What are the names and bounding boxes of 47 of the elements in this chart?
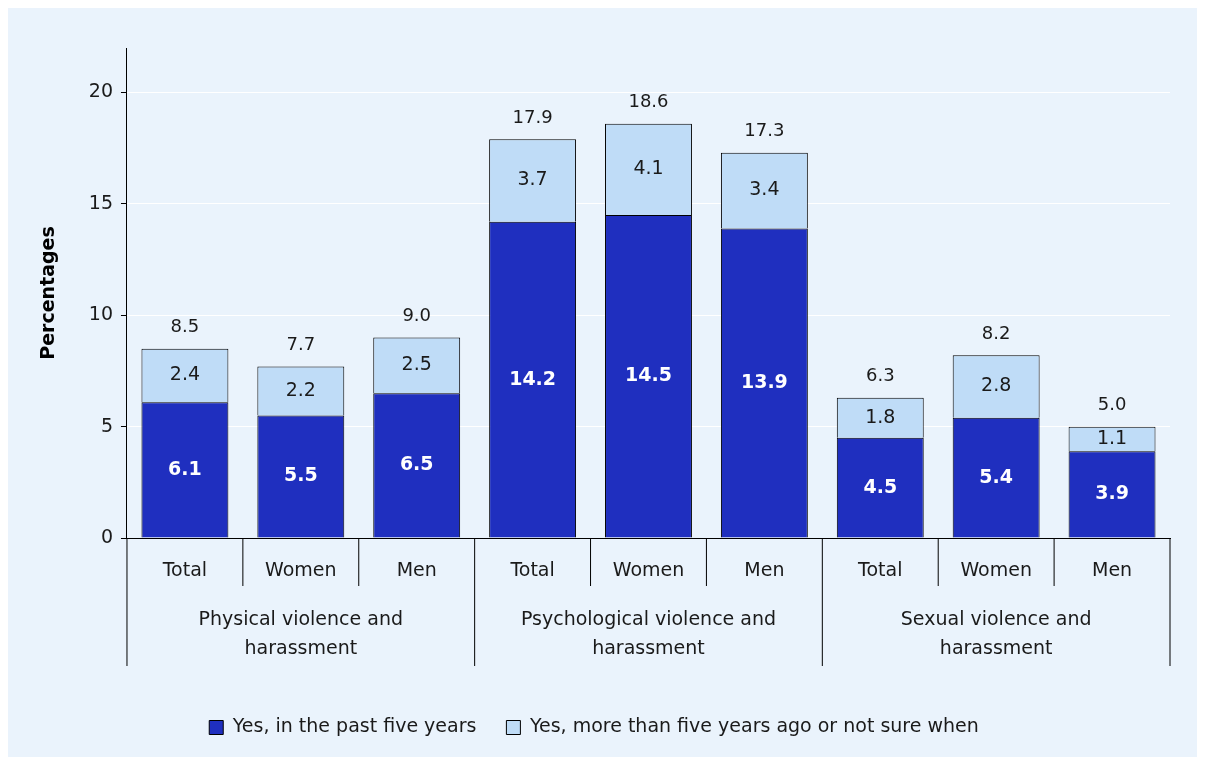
total-label: 7.7 bbox=[286, 333, 316, 355]
data-label: 5.4 bbox=[979, 464, 1013, 487]
x-tick-label: Men bbox=[396, 558, 437, 581]
data-label: 2.5 bbox=[401, 352, 432, 375]
data-label: 6.1 bbox=[168, 456, 202, 479]
data-label: 3.4 bbox=[749, 177, 780, 200]
data-label: 4.5 bbox=[863, 474, 898, 497]
legend-label: Yes, more than five years ago or not sure when bbox=[528, 714, 979, 737]
text: Physical violence and harassment bbox=[198, 606, 404, 658]
data-label: 3.9 bbox=[1095, 481, 1129, 504]
x-tick-label: Women bbox=[960, 558, 1032, 581]
x-tick-label: Men bbox=[1091, 558, 1133, 581]
x-tick-label: Total bbox=[161, 558, 208, 581]
y-tick-label: 10 bbox=[88, 302, 113, 325]
data-label: 3.7 bbox=[517, 167, 548, 190]
y-tick-label: 20 bbox=[88, 79, 113, 102]
data-label: 1.1 bbox=[1096, 425, 1128, 448]
data-label: 1.8 bbox=[865, 404, 896, 427]
total-label: 9.0 bbox=[402, 304, 432, 326]
total-label: 17.3 bbox=[744, 119, 785, 141]
data-label: 13.9 bbox=[740, 369, 788, 392]
total-label: 18.6 bbox=[628, 90, 669, 112]
data-label: 14.5 bbox=[625, 363, 672, 386]
y-tick-label: 15 bbox=[88, 190, 113, 213]
x-tick-label: Women bbox=[612, 558, 685, 581]
data-label: 2.4 bbox=[169, 362, 201, 385]
legend-label: Yes, in the past five years bbox=[231, 714, 477, 737]
total-label: 17.9 bbox=[512, 105, 553, 127]
data-label: 2.8 bbox=[981, 373, 1012, 396]
total-label: 5.0 bbox=[1097, 393, 1127, 415]
data-label: 14.2 bbox=[509, 366, 557, 389]
x-tick-label: Men bbox=[744, 558, 785, 581]
y-tick-label: 0 bbox=[100, 524, 113, 547]
data-label: 6.5 bbox=[399, 452, 434, 475]
data-label: 2.2 bbox=[285, 377, 316, 400]
x-tick-label: Women bbox=[265, 558, 337, 581]
text: Sexual violence and harassment bbox=[900, 606, 1092, 658]
y-tick-label: 5 bbox=[100, 413, 113, 436]
total-label: 8.5 bbox=[170, 315, 200, 337]
total-label: 8.2 bbox=[981, 322, 1011, 344]
x-tick-label: Total bbox=[509, 558, 555, 581]
text: Psychological violence and harassment bbox=[520, 606, 777, 658]
data-label: 5.5 bbox=[283, 463, 318, 486]
total-label: 6.3 bbox=[865, 364, 895, 386]
y-axis-title: Percentages bbox=[36, 226, 59, 360]
data-label: 4.1 bbox=[633, 156, 664, 179]
x-tick-label: Total bbox=[857, 558, 903, 581]
